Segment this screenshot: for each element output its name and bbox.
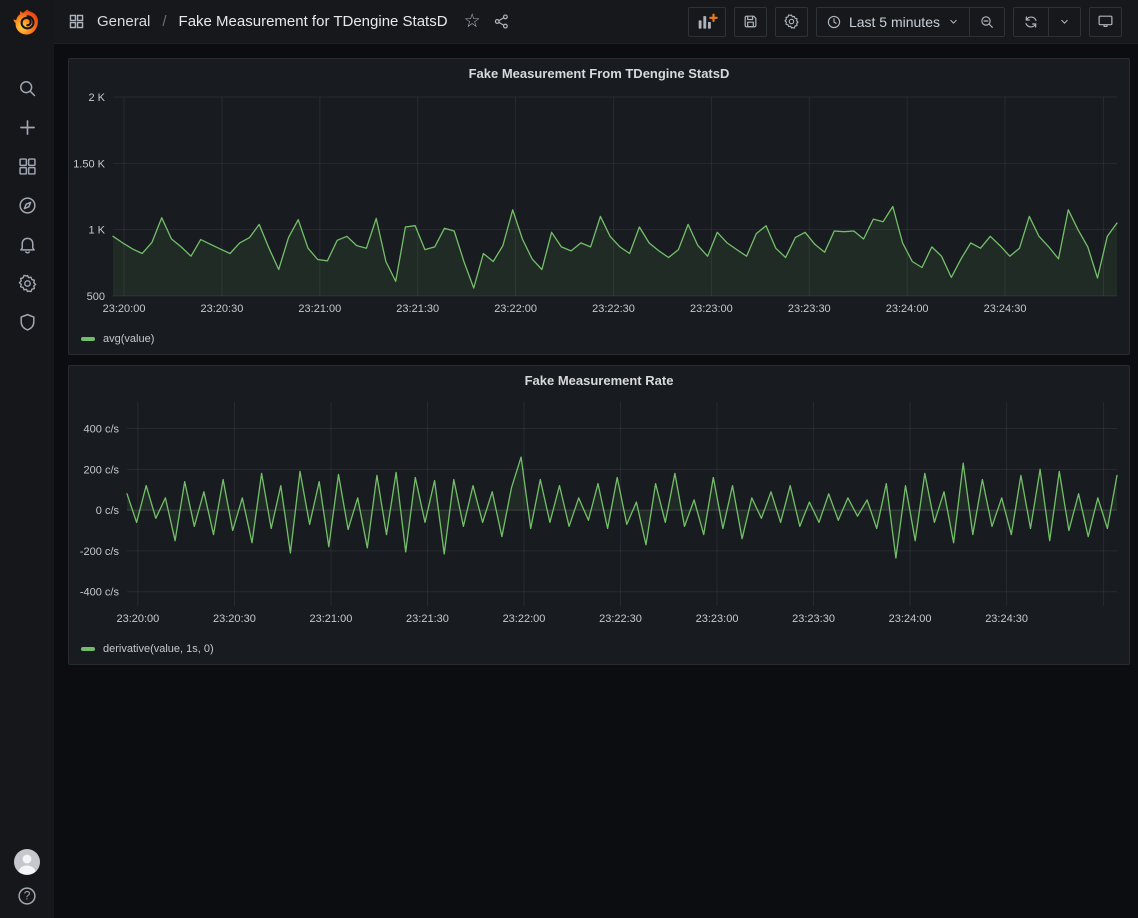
main-area: General / Fake Measurement for TDengine … [54,0,1138,918]
x-tick-label: 23:24:30 [984,303,1027,315]
help-icon[interactable]: ? [7,886,47,906]
dashboard-settings-button[interactable] [774,6,808,37]
x-tick-label: 23:22:00 [503,613,546,625]
breadcrumb-separator: / [162,13,167,30]
compass-icon[interactable] [7,195,47,215]
series-fill [113,206,1117,296]
x-tick-label: 23:22:30 [592,303,635,315]
grafana-logo[interactable] [12,8,42,38]
panel-title[interactable]: Fake Measurement Rate [524,372,674,388]
chevron-down-icon [947,15,960,28]
x-tick-label: 23:20:00 [103,303,146,315]
chart-legend: avg(value) [69,330,1129,354]
star-icon[interactable]: ☆ [463,11,481,32]
series-fill [127,457,1117,559]
y-tick-label: 1.50 K [73,158,105,170]
y-tick-label: 2 K [88,92,105,104]
dashboards-grid-icon[interactable] [7,156,47,176]
x-tick-label: 23:24:00 [886,303,929,315]
legend-series-swatch [81,647,95,651]
zoom-out-icon [979,14,995,30]
apps-grid-icon[interactable] [68,13,85,30]
y-tick-label: -200 c/s [80,546,120,558]
avatar[interactable] [7,849,47,875]
legend-series-swatch [81,337,95,341]
dashboard-canvas: Fake Measurement From TDengine StatsD 23… [54,44,1138,918]
refresh-interval-button[interactable] [1048,7,1080,36]
x-tick-label: 23:21:30 [406,613,449,625]
refresh-button[interactable] [1014,8,1048,36]
time-range-label: Last 5 minutes [848,13,940,30]
sidebar-nav [7,78,47,332]
x-tick-label: 23:21:00 [298,303,341,315]
sidebar-bottom: ? [7,849,47,906]
panel-title[interactable]: Fake Measurement From TDengine StatsD [468,65,730,81]
y-tick-label: 1 K [88,225,105,237]
x-tick-label: 23:22:30 [599,613,642,625]
search-icon[interactable] [7,78,47,98]
x-tick-label: 23:23:00 [696,613,739,625]
gear-icon[interactable] [7,273,47,293]
zoom-out-button[interactable] [969,7,1004,36]
x-tick-label: 23:20:30 [201,303,244,315]
legend-series-label[interactable]: derivative(value, 1s, 0) [103,643,214,655]
breadcrumb-section[interactable]: General [97,13,151,30]
bell-icon[interactable] [7,234,47,254]
page-title: Fake Measurement for TDengine StatsD [178,13,448,30]
shield-icon[interactable] [7,312,47,332]
series-line [126,456,1118,559]
y-tick-label: -400 c/s [80,587,120,599]
refresh-group [1013,6,1081,37]
chevron-down-icon [1058,15,1071,28]
kiosk-tv-button[interactable] [1089,6,1122,37]
panel-fake-measurement: Fake Measurement From TDengine StatsD 23… [68,58,1130,355]
legend-series-label[interactable]: avg(value) [103,333,155,345]
x-tick-label: 23:24:00 [889,613,932,625]
clock-icon [826,14,842,30]
x-tick-label: 23:23:00 [690,303,733,315]
time-picker-group: Last 5 minutes [815,6,1005,37]
x-tick-label: 23:23:30 [792,613,835,625]
plus-icon [709,13,718,22]
add-panel-button[interactable] [687,6,726,37]
breadcrumb: General / Fake Measurement for TDengine … [68,10,510,33]
x-tick-label: 23:21:00 [310,613,353,625]
save-dashboard-button[interactable] [733,6,767,37]
sidebar: ? [0,0,54,918]
x-tick-label: 23:21:30 [396,303,439,315]
svg-text:?: ? [24,889,31,903]
time-range-picker[interactable]: Last 5 minutes [817,8,969,36]
y-tick-label: 200 c/s [84,464,120,476]
chart-legend: derivative(value, 1s, 0) [69,640,1129,664]
timeseries-chart-fake-measurement[interactable]: 23:20:00 23:20:30 23:21:00 23:21:30 23:22:00… [69,87,1129,330]
x-tick-label: 23:23:30 [788,303,831,315]
share-icon[interactable] [493,13,510,30]
x-tick-label: 23:20:00 [116,613,159,625]
x-tick-label: 23:24:30 [985,613,1028,625]
topbar: General / Fake Measurement for TDengine … [54,0,1138,44]
y-tick-label: 500 [87,291,105,303]
timeseries-chart-fake-measurement-rate[interactable]: 23:20:00 23:20:30 23:21:00 23:21:30 23:22:00… [69,394,1129,640]
refresh-icon [1023,14,1039,30]
series-line [112,205,1118,289]
plus-icon[interactable] [7,117,47,137]
dashboard-toolbar: Last 5 minutes [687,6,1122,37]
y-tick-label: 0 c/s [96,505,120,517]
y-tick-label: 400 c/s [84,424,120,436]
x-tick-label: 23:22:00 [494,303,537,315]
x-tick-label: 23:20:30 [213,613,256,625]
panel-fake-measurement-rate: Fake Measurement Rate 23:20:00 23:20:30 23… [68,365,1130,665]
